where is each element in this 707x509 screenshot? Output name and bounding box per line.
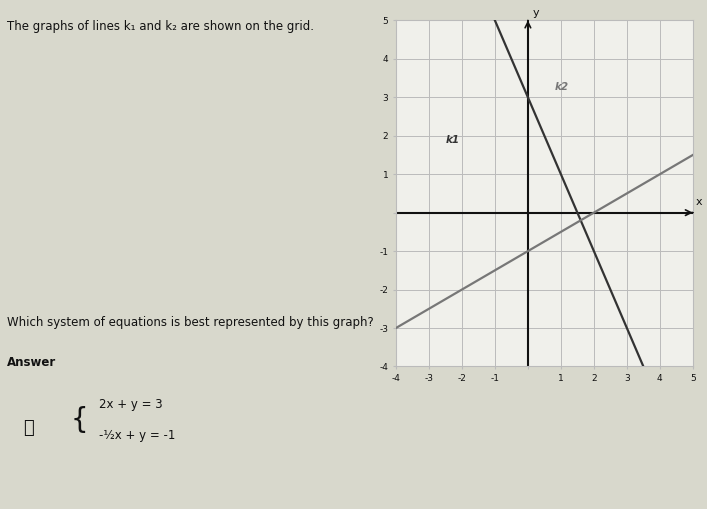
Text: Answer: Answer (7, 356, 57, 370)
Text: Which system of equations is best represented by this graph?: Which system of equations is best repres… (7, 316, 374, 329)
Text: x: x (696, 197, 703, 207)
Text: y: y (533, 9, 539, 18)
Text: k1: k1 (445, 135, 460, 146)
Text: -½x + y = -1: -½x + y = -1 (99, 429, 175, 442)
Text: The graphs of lines k₁ and k₂ are shown on the grid.: The graphs of lines k₁ and k₂ are shown … (7, 20, 314, 34)
Text: k2: k2 (554, 81, 568, 92)
Text: Ⓐ: Ⓐ (23, 418, 34, 437)
Text: {: { (71, 406, 88, 434)
Text: 2x + y = 3: 2x + y = 3 (99, 398, 163, 411)
